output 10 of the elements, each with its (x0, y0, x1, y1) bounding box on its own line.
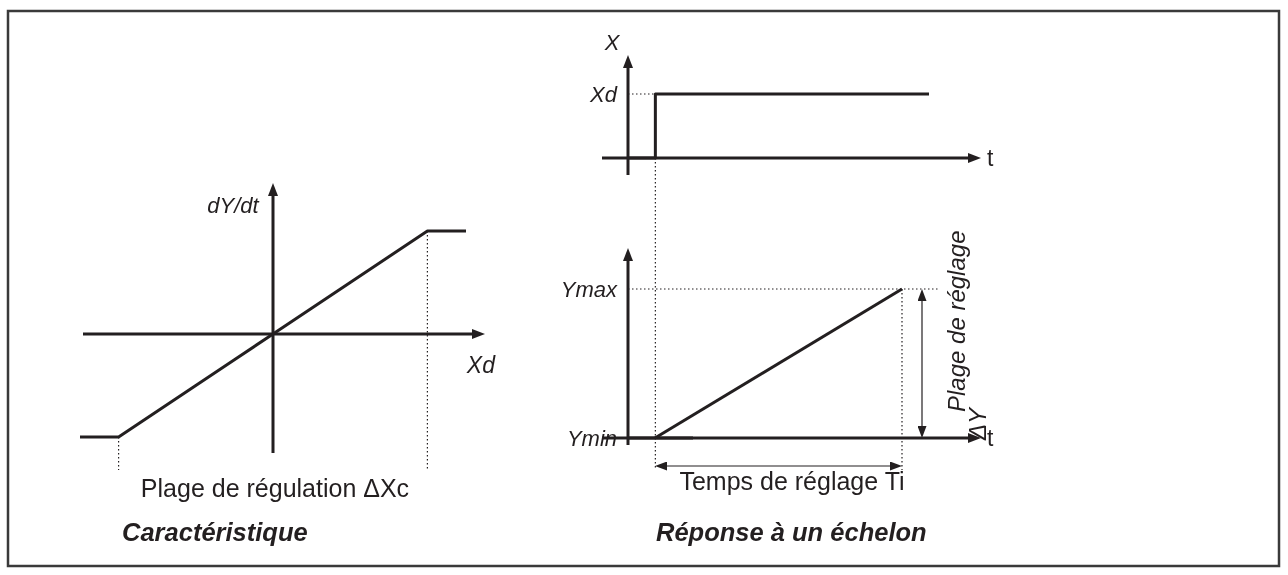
x-axis-title: Xd (465, 352, 497, 378)
text: Réponse à un échelon (656, 518, 927, 546)
ref-line-label: Xd (589, 82, 618, 107)
text: Caractéristique (122, 518, 308, 546)
ref-line-label: Ymax (560, 277, 618, 302)
text: Plage de régulation ΔXc (140, 474, 410, 502)
y-axis-title: dY/dt (207, 193, 260, 218)
x-axis-title: t (987, 145, 994, 171)
y-axis-title: X (603, 30, 621, 55)
text: Temps de réglage Ti (679, 467, 905, 495)
